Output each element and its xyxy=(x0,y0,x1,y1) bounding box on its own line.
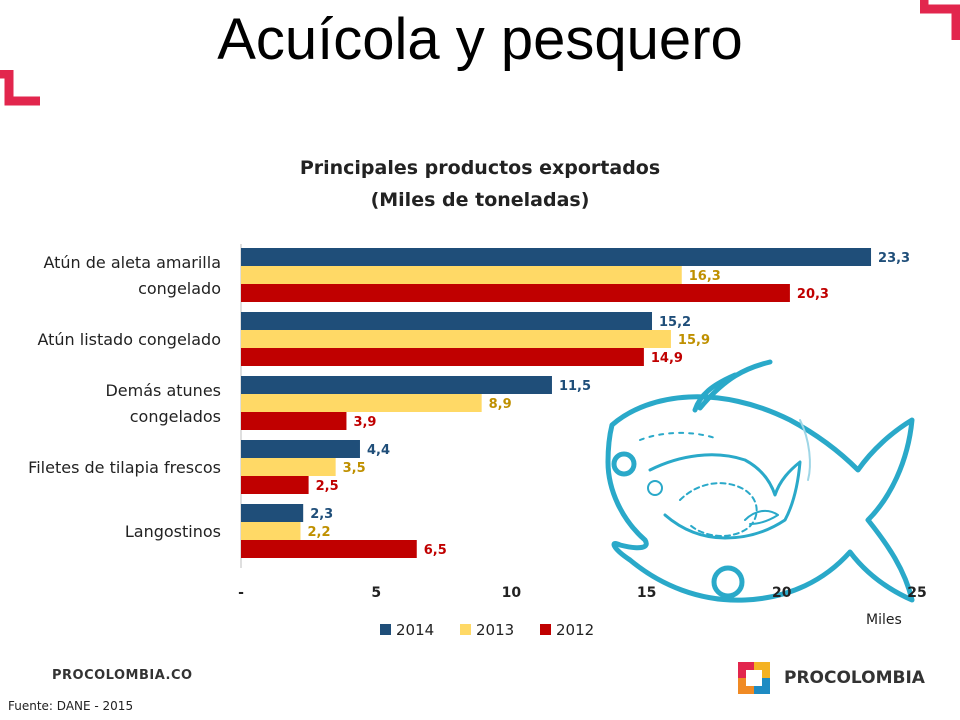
bar-2012 xyxy=(241,412,347,430)
data-label-2014: 2,3 xyxy=(310,507,333,522)
legend-swatch-2013 xyxy=(460,624,471,635)
fish-illustration xyxy=(605,359,915,603)
data-label-2014: 4,4 xyxy=(367,443,390,458)
brand-name: PROCOLOMBIA xyxy=(784,668,925,688)
bar-2013 xyxy=(241,458,336,476)
corner-accent-left xyxy=(0,70,40,106)
data-label-2012: 6,5 xyxy=(424,543,447,558)
x-tick-label: 15 xyxy=(637,585,656,601)
x-tick-label: 25 xyxy=(907,585,926,601)
category-label: Atún listado congelado xyxy=(37,330,221,349)
data-label-2012: 20,3 xyxy=(797,287,829,302)
category-label: Atún de aleta amarilla xyxy=(43,253,221,272)
bar-2012 xyxy=(241,284,790,302)
bar-2012 xyxy=(241,476,309,494)
bar-2013 xyxy=(241,394,482,412)
x-tick-label: - xyxy=(238,585,244,601)
slide-title: Acuícola y pesquero xyxy=(217,7,743,72)
legend-label-2014: 2014 xyxy=(396,621,434,639)
bar-2012 xyxy=(241,540,417,558)
data-label-2013: 8,9 xyxy=(489,397,512,412)
x-axis-unit-label: Miles xyxy=(866,612,902,628)
chart-subtitle: (Miles de toneladas) xyxy=(371,189,590,211)
category-label: Langostinos xyxy=(125,522,221,541)
data-label-2013: 2,2 xyxy=(307,525,330,540)
bar-2012 xyxy=(241,348,644,366)
category-label: Filetes de tilapia frescos xyxy=(28,458,221,477)
category-label: congelado xyxy=(138,279,221,298)
data-label-2012: 3,9 xyxy=(353,415,376,430)
bar-2013 xyxy=(241,330,671,348)
data-label-2014: 11,5 xyxy=(559,379,591,394)
bar-2014 xyxy=(241,312,653,330)
data-label-2013: 3,5 xyxy=(343,461,366,476)
source-note: Fuente: DANE - 2015 xyxy=(8,699,134,713)
data-label-2013: 16,3 xyxy=(689,269,721,284)
bar-2014 xyxy=(241,440,360,458)
x-tick-label: 20 xyxy=(772,585,792,601)
data-label-2014: 15,2 xyxy=(659,315,691,330)
bar-2014 xyxy=(241,248,872,266)
data-label-2012: 2,5 xyxy=(316,479,339,494)
bar-2013 xyxy=(241,522,301,540)
category-label: congelados xyxy=(130,407,221,426)
bar-2014 xyxy=(241,376,552,394)
data-label-2014: 23,3 xyxy=(878,251,910,266)
procolombia-logo-mark xyxy=(738,662,770,694)
chart-title: Principales productos exportados xyxy=(300,157,660,179)
data-label-2013: 15,9 xyxy=(678,333,710,348)
legend-swatch-2012 xyxy=(540,624,551,635)
x-tick-label: 5 xyxy=(371,585,381,601)
corner-accent-top-right xyxy=(920,0,960,40)
bar-2013 xyxy=(241,266,682,284)
legend-label-2012: 2012 xyxy=(556,621,594,639)
x-tick-label: 10 xyxy=(502,585,522,601)
category-label: Demás atunes xyxy=(105,381,221,400)
legend-label-2013: 2013 xyxy=(476,621,514,639)
data-label-2012: 14,9 xyxy=(651,351,683,366)
legend-swatch-2014 xyxy=(380,624,391,635)
brand-website: PROCOLOMBIA.CO xyxy=(52,668,193,683)
bar-2014 xyxy=(241,504,304,522)
